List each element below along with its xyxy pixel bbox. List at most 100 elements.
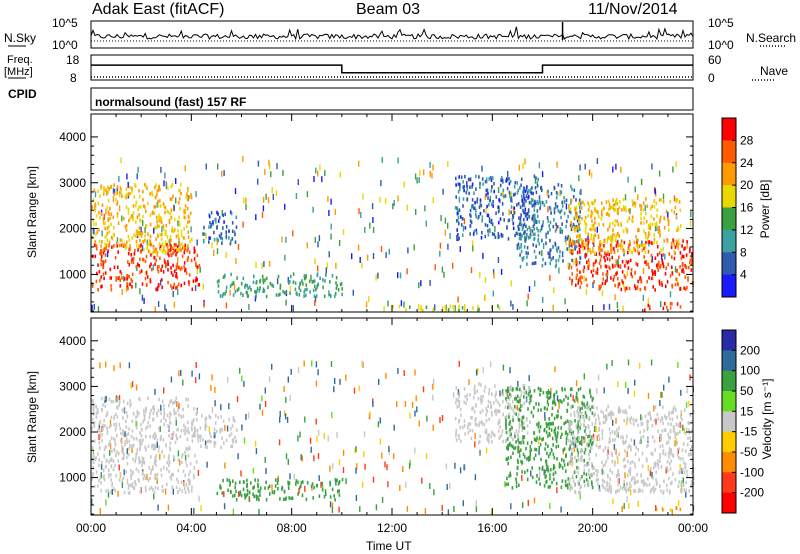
velocity-echo-cell [533, 456, 535, 461]
velocity-echo-cell [136, 413, 139, 418]
power-echo-cell [676, 228, 678, 233]
velocity-echo-cell [144, 476, 147, 481]
velocity-echo-cell [115, 453, 117, 457]
power-echo-cell [254, 289, 256, 294]
velocity-echo-cell [606, 452, 609, 457]
power-echo-cell [620, 246, 622, 250]
power-scatter-cell [580, 189, 582, 195]
power-echo-cell [156, 266, 159, 270]
velocity-echo-cell [466, 397, 468, 402]
power-echo-cell [526, 212, 529, 216]
velocity-echo-cell [155, 444, 157, 448]
power-scatter-cell [195, 191, 197, 198]
nave-label: Nave [760, 64, 789, 78]
velocity-scatter-cell [683, 427, 685, 434]
power-scatter-cell [510, 191, 513, 198]
power-echo-cell [127, 234, 130, 239]
velocity-scatter-cell [224, 424, 226, 431]
velocity-echo-cell [625, 411, 628, 415]
power-echo-cell [518, 232, 521, 237]
power-echo-cell [617, 222, 620, 227]
velocity-echo-cell [515, 477, 517, 481]
power-echo-cell [596, 267, 599, 271]
velocity-echo-cell [188, 482, 190, 486]
power-echo-cell [549, 261, 551, 266]
velocity-scatter-cell [572, 395, 574, 402]
velocity-echo-cell [136, 410, 138, 414]
velocity-echo-cell [559, 399, 562, 403]
power-echo-cell [689, 258, 692, 262]
power-scatter-cell [642, 268, 645, 274]
velocity-echo-cell [110, 415, 113, 420]
velocity-echo-cell [163, 408, 165, 412]
velocity-echo-cell [168, 416, 171, 420]
velocity-echo-cell [182, 414, 185, 418]
power-echo-cell [602, 277, 605, 281]
power-echo-cell [398, 304, 401, 309]
velocity-scatter-cell [193, 508, 195, 514]
velocity-echo-cell [564, 387, 566, 392]
power-echo-cell [644, 243, 646, 247]
power-echo-cell [95, 214, 98, 218]
velocity-echo-cell [313, 485, 315, 490]
velocity-echo-cell [123, 491, 126, 495]
power-echo-cell [691, 261, 693, 266]
power-echo-cell [620, 243, 622, 247]
power-scatter-cell [512, 303, 514, 310]
power-scatter-cell [686, 242, 688, 249]
power-echo-cell [597, 246, 600, 250]
velocity-echo-cell [561, 432, 563, 437]
power-scatter-cell [352, 289, 354, 296]
velocity-echo-cell [200, 444, 202, 448]
velocity-echo-cell [652, 485, 655, 490]
velocity-echo-cell [142, 419, 144, 424]
power-echo-cell [245, 290, 248, 294]
power-scatter-cell [213, 249, 215, 256]
power-scatter-cell [462, 225, 465, 232]
velocity-echo-cell [122, 430, 124, 435]
velocity-scatter-cell [330, 361, 333, 367]
power-echo-cell [110, 185, 112, 189]
velocity-echo-cell [219, 429, 221, 434]
velocity-echo-cell [688, 428, 690, 433]
velocity-echo-cell [99, 475, 102, 480]
power-echo-cell [576, 273, 578, 277]
power-echo-cell [478, 205, 481, 209]
power-echo-cell [106, 205, 109, 210]
power-scatter-cell [457, 296, 459, 303]
velocity-echo-cell [574, 455, 576, 460]
power-echo-cell [615, 272, 617, 276]
velocity-echo-cell [552, 452, 555, 457]
power-echo-cell [222, 275, 225, 279]
velocity-echo-cell [564, 431, 567, 435]
velocity-echo-cell [455, 433, 457, 438]
power-echo-cell [97, 201, 100, 206]
power-echo-cell [265, 294, 268, 299]
power-echo-cell [668, 228, 670, 232]
power-echo-cell [231, 237, 234, 241]
velocity-scatter-cell [387, 481, 389, 488]
power-scatter-cell [472, 240, 474, 247]
velocity-echo-cell [334, 478, 337, 482]
power-echo-cell [613, 202, 616, 207]
velocity-echo-cell [674, 430, 676, 435]
velocity-echo-cell [175, 411, 177, 415]
power-echo-cell [534, 186, 537, 190]
velocity-echo-cell [604, 416, 607, 420]
velocity-echo-cell [107, 443, 110, 447]
power-echo-cell [209, 221, 211, 225]
velocity-echo-cell [543, 484, 546, 488]
power-echo-cell [584, 215, 587, 220]
velocity-echo-cell [274, 484, 277, 488]
velocity-scatter-cell [611, 360, 613, 366]
velocity-echo-cell [91, 399, 93, 403]
velocity-echo-cell [555, 414, 558, 418]
velocity-echo-cell [551, 480, 553, 485]
velocity-echo-cell [572, 474, 574, 479]
velocity-echo-cell [539, 425, 542, 429]
power-scatter-cell [169, 238, 171, 245]
velocity-echo-cell [191, 485, 193, 489]
velocity-echo-cell [677, 484, 680, 489]
cpid-panel-frame [90, 87, 694, 111]
velocity-echo-cell [505, 439, 507, 443]
